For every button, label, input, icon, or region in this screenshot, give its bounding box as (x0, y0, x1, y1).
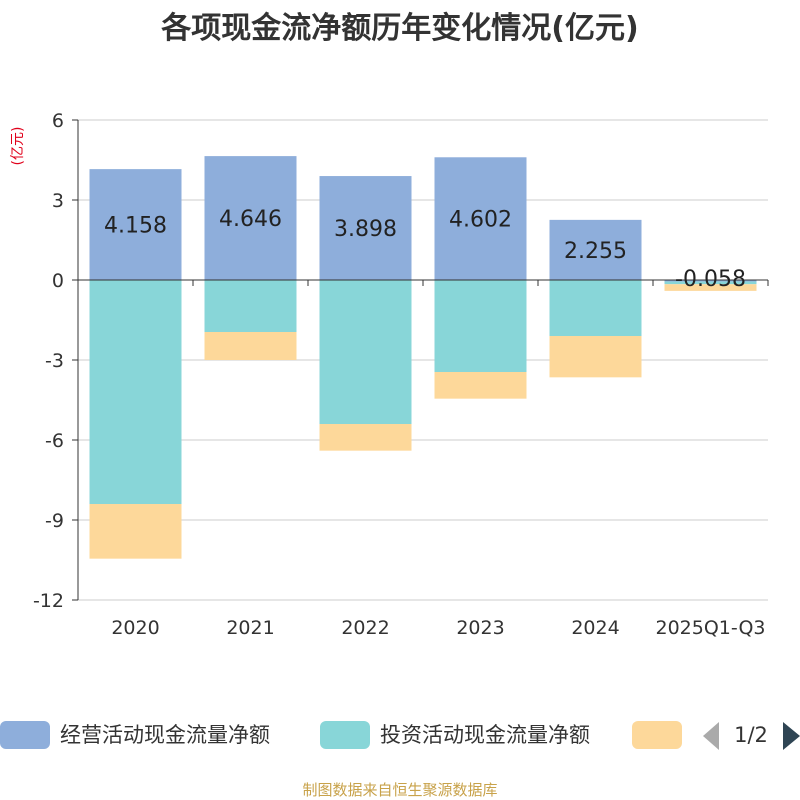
triangle-right-icon[interactable] (783, 722, 800, 750)
data-label-operating: 4.602 (449, 208, 512, 233)
triangle-left-icon[interactable] (703, 722, 719, 750)
legend-swatch-investing[interactable] (320, 721, 370, 749)
x-tick-label: 2021 (226, 617, 274, 639)
bar-operating-2024[interactable] (549, 219, 642, 280)
y-tick-label: 3 (52, 190, 64, 212)
bar-investing-2024[interactable] (549, 280, 642, 336)
bar-financing-2022[interactable] (319, 424, 412, 451)
y-axis-unit-label: (亿元) (10, 127, 26, 166)
bar-financing-2020[interactable] (89, 504, 182, 559)
bar-investing-2022[interactable] (319, 280, 412, 424)
data-source-note: 制图数据来自恒生聚源数据库 (302, 781, 497, 799)
data-label-operating: 4.646 (219, 207, 282, 232)
y-tick-label: 6 (52, 110, 64, 132)
x-tick-label: 2020 (111, 617, 159, 639)
bar-financing-2021[interactable] (204, 332, 297, 360)
legend-label-investing[interactable]: 投资活动现金流量净额 (380, 723, 590, 747)
data-label-operating: 3.898 (334, 217, 397, 242)
data-label-operating: 4.158 (104, 214, 167, 239)
x-tick-label: 2025Q1-Q3 (656, 617, 766, 639)
legend-label-operating[interactable]: 经营活动现金流量净额 (60, 723, 270, 747)
chart-title: 各项现金流净额历年变化情况(亿元) (160, 11, 638, 46)
y-tick-label: -3 (45, 350, 64, 372)
y-tick-label: -6 (45, 430, 64, 452)
bar-financing-2024[interactable] (549, 336, 642, 378)
legend: 经营活动现金流量净额 投资活动现金流量净额 1/2 (0, 721, 800, 750)
y-tick-label: -12 (33, 590, 64, 612)
legend-swatch-financing[interactable] (632, 721, 682, 749)
bar-investing-2021[interactable] (204, 280, 297, 332)
bar-investing-2023[interactable] (434, 280, 527, 372)
data-label-operating: 2.255 (564, 239, 627, 264)
x-tick-label: 2023 (456, 617, 504, 639)
x-tick-label: 2022 (341, 617, 389, 639)
bar-operating-2020[interactable] (89, 169, 182, 280)
bar-financing-2023[interactable] (434, 372, 527, 399)
data-label-operating: -0.058 (675, 267, 746, 292)
x-tick-label: 2024 (571, 617, 619, 639)
bar-operating-2022[interactable] (319, 176, 412, 280)
legend-swatch-operating[interactable] (0, 721, 50, 749)
legend-page-indicator: 1/2 (734, 723, 768, 747)
bar-financing-2025Q1-Q3[interactable] (664, 284, 757, 291)
bar-investing-2020[interactable] (89, 280, 182, 504)
y-tick-label: 0 (52, 270, 64, 292)
y-tick-label: -9 (45, 510, 64, 532)
bar-operating-2023[interactable] (434, 157, 527, 280)
bar-investing-2025Q1-Q3[interactable] (664, 281, 757, 285)
bar-operating-2021[interactable] (204, 156, 297, 280)
bar-operating-2025Q1-Q3[interactable] (664, 280, 757, 282)
